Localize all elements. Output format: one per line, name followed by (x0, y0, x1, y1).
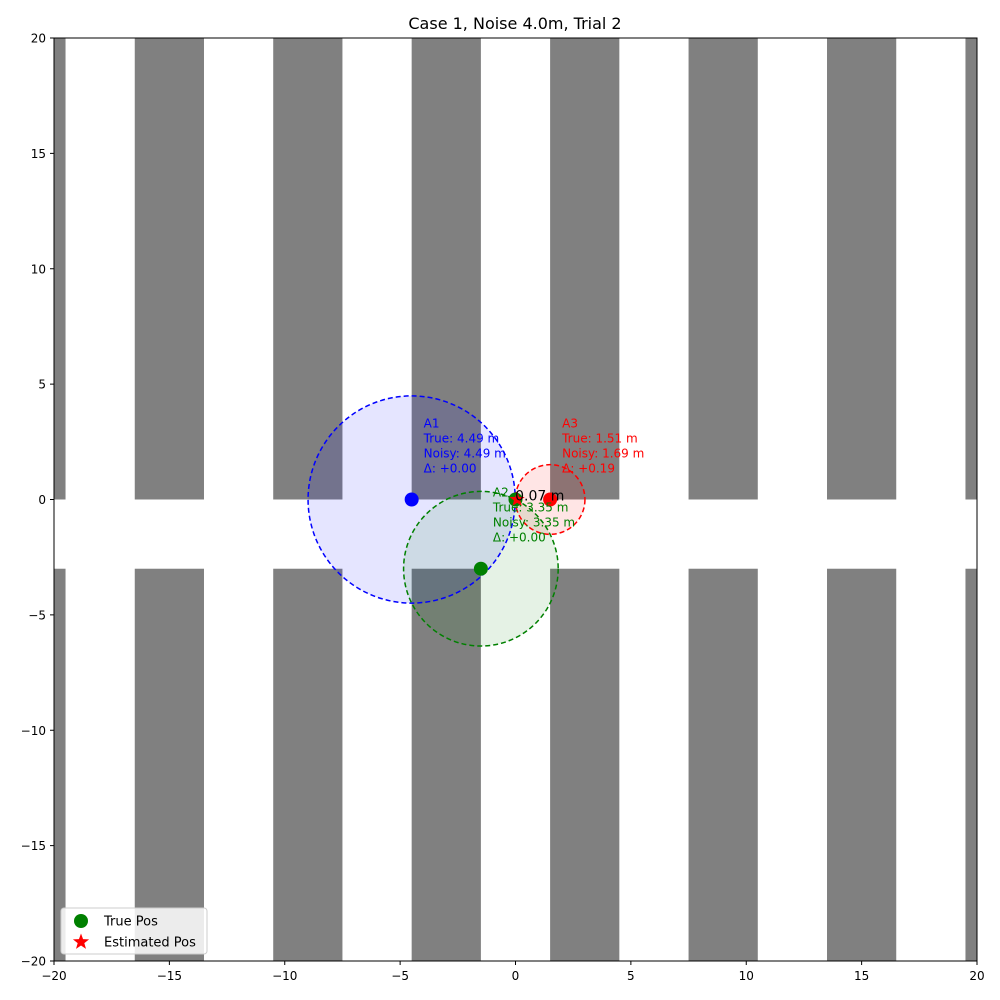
x-tick-label: −10 (272, 969, 297, 983)
x-tick-label: −15 (157, 969, 182, 983)
legend: True Pos Estimated Pos (60, 907, 208, 955)
obstacle-rect (688, 568, 758, 961)
obstacle-rect (54, 568, 66, 961)
legend-label: True Pos (103, 915, 158, 930)
chart-title: Case 1, Noise 4.0m, Trial 2 (408, 14, 621, 33)
x-tick-label: −5 (391, 969, 409, 983)
y-tick-label: −10 (21, 724, 46, 738)
obstacle-rect (827, 38, 897, 500)
anchor-point (473, 561, 488, 576)
legend-marker-circle (74, 914, 88, 928)
estimated-position-star (509, 491, 525, 506)
anchor-range-circle (402, 490, 559, 647)
anchor-point (543, 492, 558, 507)
anchor-annotation-line: True: 4.49 m (423, 432, 500, 446)
x-tick-label: 15 (854, 969, 869, 983)
anchor-annotation-line: Δ: +0.19 (562, 462, 615, 476)
anchor-range-circle (514, 463, 586, 536)
anchor-annotation-line: A2 (493, 486, 509, 500)
obstacle-rect (273, 568, 343, 961)
anchor-annotation-line: Δ: +0.00 (493, 531, 546, 545)
anchor-annotation-line: True: 1.51 m (561, 432, 638, 446)
error-label: 0.07 m (515, 489, 564, 505)
y-tick-label: −15 (21, 839, 46, 853)
obstacle-rect (54, 38, 66, 500)
obstacle-rect (134, 568, 204, 961)
anchor-annotation-line: Noisy: 4.49 m (424, 447, 506, 461)
anchor-annotation-line: True: 3.35 m (492, 501, 569, 515)
y-tick-label: 20 (31, 32, 46, 46)
y-tick-label: 10 (31, 262, 46, 276)
obstacle-rect (411, 568, 481, 961)
x-tick-label: −20 (41, 969, 66, 983)
y-tick-label: −20 (21, 955, 46, 969)
obstacle-rect (273, 38, 343, 500)
y-tick-label: 15 (31, 147, 46, 161)
obstacle-rect (827, 568, 897, 961)
x-tick-label: 10 (739, 969, 754, 983)
y-tick-label: 0 (38, 493, 46, 507)
x-tick-label: 0 (512, 969, 520, 983)
anchor-annotation-line: Noisy: 3.35 m (493, 516, 575, 530)
y-tick-label: 5 (38, 378, 46, 392)
legend-label: Estimated Pos (104, 936, 196, 951)
obstacle-rect (134, 38, 204, 500)
anchor-annotation-line: A3 (562, 417, 578, 431)
obstacle-rect (550, 38, 620, 500)
anchor-point (404, 492, 419, 507)
obstacle-rect (411, 38, 481, 500)
x-tick-label: 20 (969, 969, 984, 983)
obstacle-rect (965, 568, 977, 961)
y-tick-label: −5 (28, 608, 46, 622)
anchor-annotation-line: Δ: +0.00 (424, 462, 477, 476)
x-tick-label: 5 (627, 969, 635, 983)
obstacle-rect (550, 568, 620, 961)
anchor-annotation-line: Noisy: 1.69 m (562, 447, 644, 461)
axes: −20 −15 −10 −5 0 5 10 15 20 −20 −15 −10 −5 0 5 10 15 20 (21, 32, 985, 984)
legend-marker-star (72, 933, 90, 949)
obstacle-rect (965, 38, 977, 500)
obstacle-rect (688, 38, 758, 500)
anchor-annotation-line: A1 (424, 417, 440, 431)
legend-box (60, 907, 208, 955)
